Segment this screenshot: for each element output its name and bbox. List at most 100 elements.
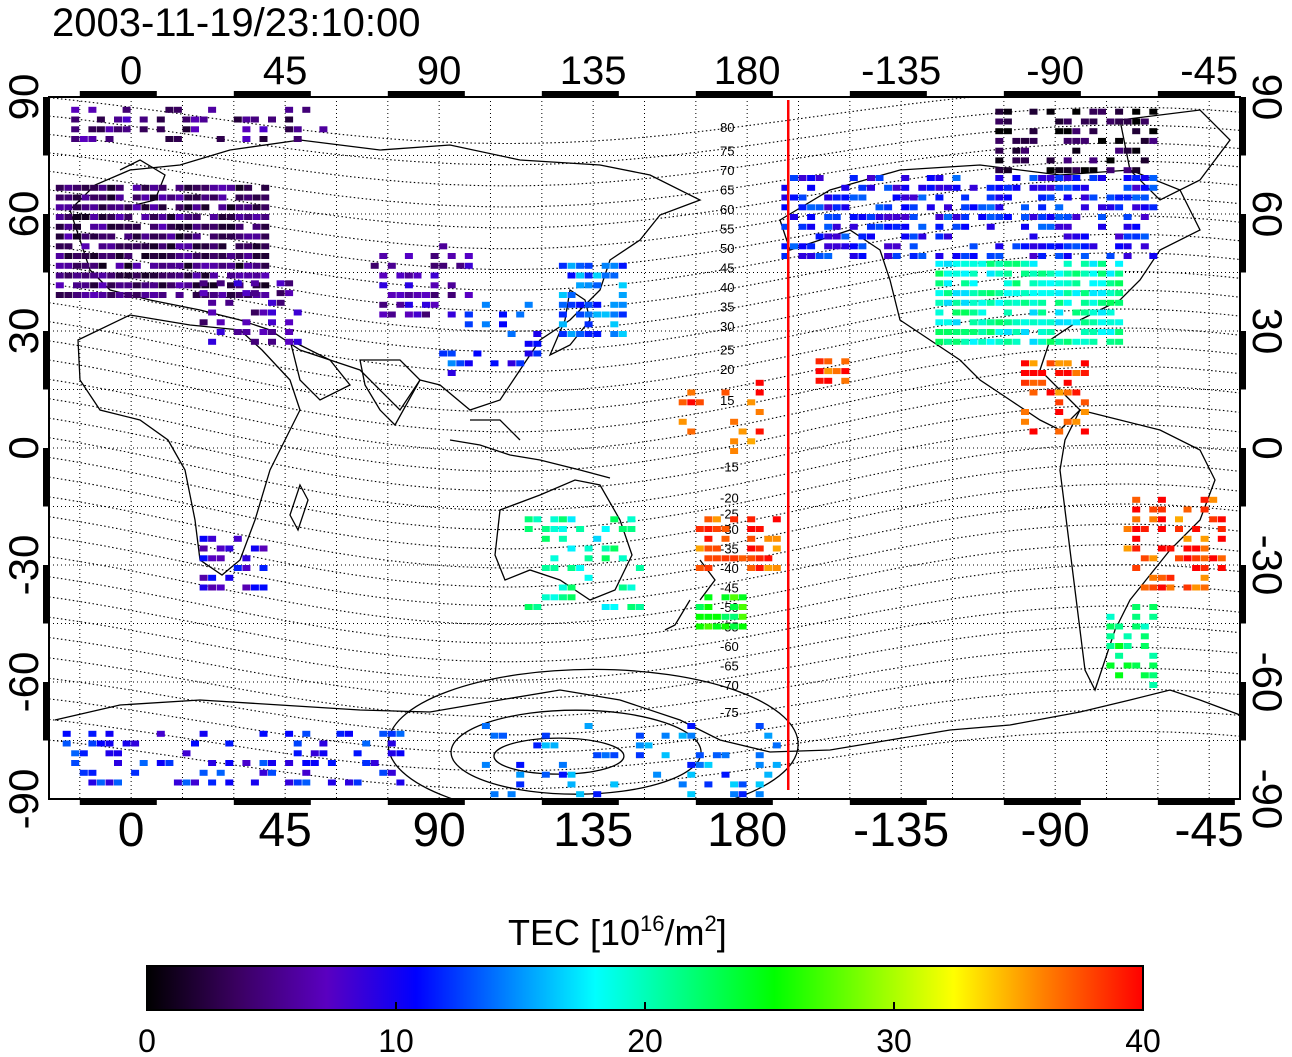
tec-cell bbox=[259, 584, 268, 591]
tec-cell bbox=[310, 760, 319, 766]
bottom-lon-tick-label: 90 bbox=[412, 804, 465, 857]
tec-cell bbox=[1132, 623, 1141, 630]
tec-cell bbox=[1021, 157, 1029, 164]
tec-cell bbox=[184, 204, 193, 211]
tec-cell bbox=[158, 233, 167, 240]
tec-cell bbox=[952, 175, 961, 181]
tec-cell bbox=[1140, 204, 1149, 211]
tec-cell bbox=[456, 262, 465, 269]
tec-cell bbox=[88, 106, 97, 113]
tec-cell bbox=[124, 214, 133, 220]
tec-cell bbox=[88, 769, 97, 776]
tec-cell bbox=[1209, 496, 1218, 503]
tec-cell bbox=[1140, 623, 1149, 630]
tec-cell bbox=[610, 752, 619, 759]
tec-cell bbox=[90, 272, 99, 279]
tec-cell bbox=[1021, 147, 1029, 154]
tec-cell bbox=[704, 516, 713, 523]
bottom-lon-tick-label: -135 bbox=[853, 804, 949, 857]
tec-cell bbox=[81, 194, 90, 201]
tec-cell bbox=[268, 319, 276, 326]
tec-cell bbox=[576, 526, 585, 532]
tec-cell bbox=[952, 260, 961, 267]
contour-label: 30 bbox=[720, 319, 734, 334]
tec-cell bbox=[1055, 370, 1064, 376]
tec-cell bbox=[772, 516, 781, 523]
tec-cell bbox=[1072, 147, 1081, 154]
tec-cell bbox=[1055, 299, 1064, 306]
tec-cell bbox=[1055, 280, 1064, 287]
tec-cell bbox=[1072, 137, 1081, 144]
tec-cell bbox=[252, 223, 261, 230]
tec-cell bbox=[191, 740, 199, 747]
magnetic-contour bbox=[49, 142, 1240, 208]
tec-cell bbox=[1140, 214, 1149, 220]
tec-cell bbox=[184, 253, 193, 259]
tec-cell bbox=[961, 309, 970, 316]
tec-cell bbox=[969, 253, 978, 259]
tec-cell bbox=[201, 272, 210, 279]
map-border bbox=[48, 96, 1241, 800]
tec-cell bbox=[593, 752, 602, 759]
tec-cell bbox=[978, 319, 987, 326]
tec-cell bbox=[867, 233, 875, 240]
tec-cell bbox=[90, 204, 99, 211]
tec-cell bbox=[1098, 137, 1106, 144]
tec-cell bbox=[1149, 506, 1158, 513]
tec-cell bbox=[1183, 555, 1192, 562]
tec-cell bbox=[558, 516, 567, 523]
tec-cell bbox=[995, 204, 1004, 211]
tec-cell bbox=[244, 243, 253, 250]
tec-cell bbox=[98, 194, 107, 201]
tec-cell bbox=[1106, 270, 1115, 277]
tec-cell bbox=[969, 204, 978, 211]
tec-cell bbox=[98, 262, 107, 269]
tec-cell bbox=[1115, 290, 1124, 297]
tec-cell bbox=[1089, 194, 1098, 201]
tec-cell bbox=[935, 260, 944, 267]
tec-cell bbox=[764, 535, 773, 542]
tec-cell bbox=[209, 292, 218, 298]
tec-cell bbox=[909, 233, 918, 240]
tec-cell bbox=[107, 184, 116, 191]
tec-cell bbox=[1183, 535, 1192, 542]
tec-cell bbox=[1038, 290, 1047, 297]
tec-cell bbox=[516, 360, 525, 367]
tec-cell bbox=[124, 243, 133, 250]
tec-cell bbox=[242, 126, 251, 133]
tec-cell bbox=[790, 214, 798, 220]
tec-cell bbox=[610, 545, 619, 552]
tec-cell bbox=[302, 769, 311, 776]
tec-cell bbox=[464, 253, 473, 259]
tec-cell bbox=[1089, 167, 1098, 174]
tec-cell bbox=[404, 311, 413, 318]
tec-cell bbox=[935, 214, 944, 220]
tec-cell bbox=[158, 243, 167, 250]
tec-cell bbox=[1132, 194, 1141, 201]
tec-cell bbox=[404, 282, 413, 289]
tec-cell bbox=[175, 272, 184, 279]
tec-cell bbox=[558, 761, 567, 768]
tec-cell bbox=[124, 253, 133, 259]
tec-cell bbox=[935, 175, 944, 181]
tec-cell bbox=[1003, 194, 1012, 201]
tec-cell bbox=[1038, 270, 1047, 277]
tec-cell bbox=[781, 253, 790, 259]
tec-cell bbox=[1003, 270, 1012, 277]
tec-cell bbox=[285, 126, 294, 133]
tec-cell bbox=[1055, 290, 1064, 297]
tec-cell bbox=[1080, 167, 1089, 174]
colorbar-tick-label: 30 bbox=[876, 1023, 912, 1057]
tec-cell bbox=[167, 262, 176, 269]
tec-cell bbox=[64, 233, 73, 240]
tec-cell bbox=[995, 118, 1004, 125]
tec-cell bbox=[150, 292, 158, 298]
tec-cell bbox=[1046, 360, 1055, 367]
tec-cell bbox=[259, 545, 268, 552]
tec-cell bbox=[576, 565, 585, 571]
tec-cell bbox=[252, 204, 261, 211]
tec-cell bbox=[293, 309, 302, 316]
tec-cell bbox=[379, 311, 388, 318]
tec-cell bbox=[96, 116, 105, 123]
tec-cell bbox=[464, 311, 473, 318]
